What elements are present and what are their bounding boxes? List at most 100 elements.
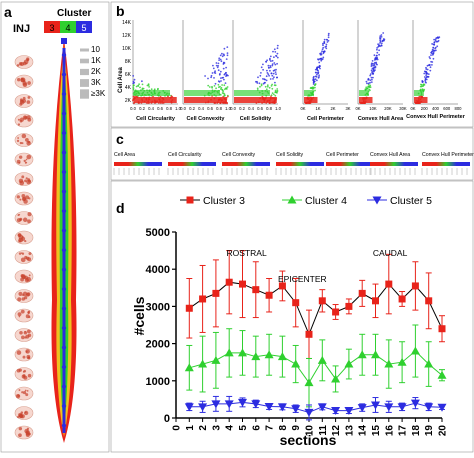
section-outline xyxy=(14,152,34,167)
scatter-point xyxy=(271,87,274,90)
cord-section-node xyxy=(61,208,67,214)
scatter-point xyxy=(325,43,328,46)
scatter-subplot: 0.0 0.2 0.4 0.6 0.8 1.0 Cell Circularity xyxy=(130,20,182,122)
y-tick-label: 3000 xyxy=(146,301,170,313)
scatter-point xyxy=(266,69,268,72)
section-cell-mark xyxy=(22,391,27,395)
scatter-point xyxy=(276,90,279,92)
scatter-point xyxy=(313,80,316,83)
cluster-label-3: 3 xyxy=(49,23,54,33)
scatter-dense-green xyxy=(414,90,424,96)
scatter-point xyxy=(327,34,330,37)
scatter-point xyxy=(432,47,435,49)
section-cell-mark xyxy=(18,433,22,438)
scatter-point xyxy=(372,76,374,79)
scatter-point xyxy=(368,88,371,91)
scatter-point xyxy=(373,63,376,65)
x-tick-label: 10 xyxy=(305,425,316,437)
section-cell-mark xyxy=(24,179,27,183)
scatter-point xyxy=(265,79,268,82)
scatter-point xyxy=(265,88,268,91)
section-cell-mark xyxy=(21,175,25,179)
scatter-point xyxy=(264,81,266,84)
panel-c-strips: Cell Area Cell Circularity Cell Convexity C… xyxy=(113,152,474,175)
scatter-point xyxy=(260,66,263,69)
scatter-point xyxy=(262,82,265,85)
subplot-xtick: 0.6 xyxy=(157,106,163,111)
section-cell-mark xyxy=(27,96,31,99)
data-point xyxy=(239,280,246,288)
section-cell-mark xyxy=(26,154,32,160)
scatter-point xyxy=(226,52,229,54)
subplot-xtick: 0.0 xyxy=(180,106,186,111)
scatter-point xyxy=(141,80,143,83)
x-tick-label: 5 xyxy=(238,425,249,431)
data-point xyxy=(185,304,193,312)
panel-d: d Cluster 3 Cluster 4 Cluster 5 0 1000 2000 3… xyxy=(110,180,474,453)
scatter-point xyxy=(262,68,264,71)
subplot-xtick: 0.4 xyxy=(198,106,204,111)
cluster-swatch-5 xyxy=(76,21,92,33)
data-point xyxy=(238,348,247,357)
x-tick-label: 20 xyxy=(438,425,449,437)
subplot-xtick: 20K xyxy=(384,106,392,111)
x-tick-label: 11 xyxy=(318,425,329,436)
series-cluster-3 xyxy=(185,250,446,359)
scatter-point xyxy=(225,87,228,90)
scatter-point xyxy=(326,41,329,43)
feature-strip-gradient xyxy=(370,162,418,166)
scatter-point xyxy=(271,92,274,94)
scatter-point xyxy=(309,87,312,90)
scatter-point xyxy=(433,38,435,41)
section-cell-mark xyxy=(21,297,26,301)
section-thumbnail xyxy=(14,113,34,128)
scatter-point xyxy=(262,63,264,66)
scatter-point xyxy=(372,64,374,67)
section-cell-mark xyxy=(20,277,25,282)
scatter-point xyxy=(373,64,376,67)
scatter-dense-red xyxy=(234,97,277,103)
scatter-point xyxy=(320,59,323,62)
data-point xyxy=(317,403,327,412)
scatter-point xyxy=(219,70,222,73)
cord-section-node xyxy=(61,345,67,350)
scatter-point xyxy=(259,85,261,88)
cord-section-node xyxy=(61,267,67,272)
panel-b-ytick: 10K xyxy=(122,46,132,52)
cord-section-node xyxy=(61,423,67,428)
scatter-point xyxy=(371,71,373,74)
section-cell-mark xyxy=(26,115,31,120)
data-point xyxy=(384,403,394,412)
data-point xyxy=(291,359,301,368)
scatter-point xyxy=(373,59,376,61)
scatter-point xyxy=(222,67,225,70)
section-cell-mark xyxy=(17,394,20,397)
subplot-xtick: 0.0 xyxy=(130,106,136,111)
scatter-point xyxy=(374,69,376,71)
subplot-xtick: 800 xyxy=(455,106,463,111)
scatter-point xyxy=(273,93,275,96)
subplot-xtick: 1K xyxy=(315,106,320,111)
scatter-point xyxy=(133,78,136,81)
scatter-point xyxy=(217,83,220,86)
section-cell-mark xyxy=(18,239,22,243)
x-tick-label: 3 xyxy=(211,425,222,431)
section-cell-mark xyxy=(20,411,24,414)
scatter-point xyxy=(268,74,270,77)
subplot-xtick: 0.6 xyxy=(207,106,213,111)
scatter-point xyxy=(432,53,434,55)
data-point xyxy=(371,350,380,359)
section-cell-mark xyxy=(20,257,26,263)
scatter-point xyxy=(139,86,141,89)
scatter-point xyxy=(218,57,221,60)
scatter-point xyxy=(273,76,275,79)
scatter-point xyxy=(141,83,144,86)
feature-strip-label: Convex Hull Area xyxy=(370,152,410,158)
series-cluster-4 xyxy=(184,324,447,408)
legend-label: Cluster 4 xyxy=(305,195,347,207)
feature-strip: Convex Hull Perimeter xyxy=(421,152,474,175)
scatter-point xyxy=(422,84,425,87)
scatter-point xyxy=(431,43,433,45)
size-legend-bar xyxy=(80,48,89,52)
scatter-point xyxy=(424,79,427,82)
